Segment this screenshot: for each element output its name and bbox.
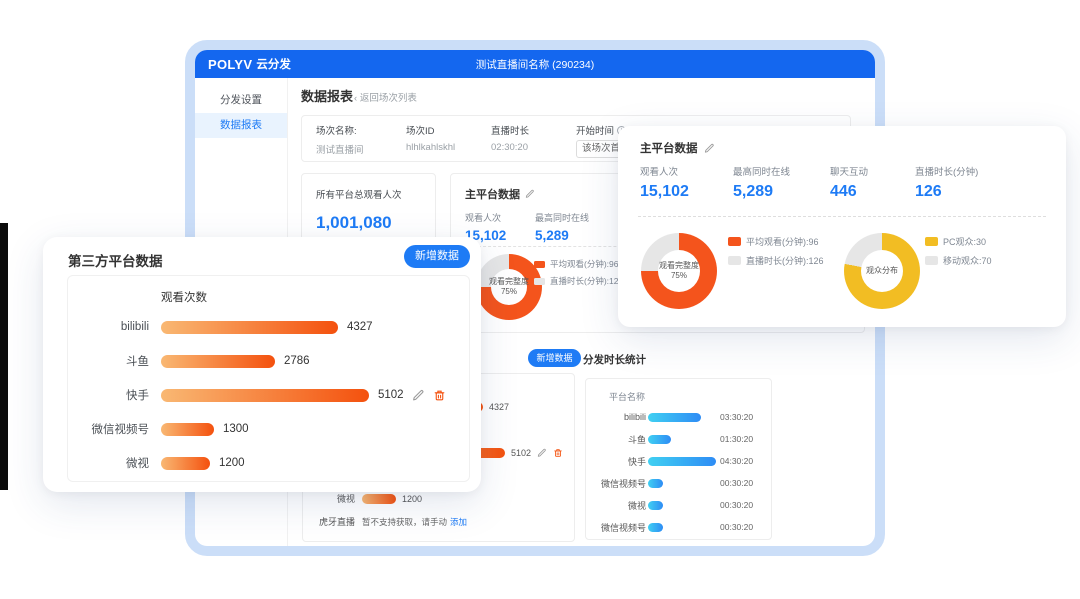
completeness-donut-chart [641, 233, 717, 309]
live-duration-field: 直播时长 02:30:20 [491, 123, 576, 161]
live-duration-value: 02:30:20 [491, 142, 528, 153]
bar [648, 456, 716, 466]
stat-peak-online: 最高同时在线 5,289 [733, 167, 791, 200]
completeness-donut-legend: 平均观看(分钟):96 直播时长(分钟):126 [534, 258, 623, 287]
left-edge-artifact [0, 223, 8, 490]
edit-icon[interactable] [412, 389, 425, 402]
bar [161, 354, 275, 368]
bar [362, 493, 396, 504]
stat-views: 观看人次 15,102 [465, 213, 507, 243]
add-data-button[interactable]: 新增数据 [528, 349, 581, 367]
main-platform-card-title: 主平台数据 [640, 143, 698, 155]
titlebar: POLYV 云分发 测试直播间名称 (290234) [195, 50, 875, 78]
edit-icon[interactable] [525, 189, 535, 199]
stat-views: 观看人次 15,102 [640, 167, 689, 200]
window-title: 测试直播间名称 (290234) [475, 58, 595, 71]
audience-distribution-donut-chart [844, 233, 920, 309]
legend-swatch [534, 260, 545, 268]
total-views-label: 所有平台总观看人次 [316, 190, 402, 201]
bar [161, 320, 338, 334]
legend-swatch [728, 237, 741, 246]
legend-item: 平均观看(分钟):96 [534, 258, 623, 270]
bar-row: 快手 5102 [68, 378, 469, 412]
edit-icon[interactable] [537, 448, 547, 458]
session-name-field: 场次名称: 测试直播间 [316, 123, 406, 161]
completeness-donut-legend: 平均观看(分钟):96 直播时长(分钟):126 [728, 235, 824, 267]
legend-swatch [534, 277, 545, 285]
delete-icon[interactable] [553, 448, 563, 458]
dashed-divider [638, 216, 1046, 217]
start-time-label: 开始时间 [576, 126, 615, 137]
duration-row: 微视 00:30:20 [627, 500, 754, 511]
legend-item: PC观众:30 [925, 235, 992, 248]
stat-peak-online: 最高同时在线 5,289 [535, 213, 590, 243]
duration-row: bilibili 03:30:20 [623, 412, 754, 422]
bar [161, 456, 210, 470]
bar [648, 522, 663, 532]
bar [161, 422, 214, 436]
views-count-header: 观看次数 [161, 292, 207, 304]
brand-name: POLYV [208, 56, 253, 72]
live-duration-label: 直播时长 [491, 126, 530, 137]
stat-live-minutes: 直播时长(分钟) 126 [915, 167, 979, 200]
bar-row: 微视 1200 [126, 456, 245, 470]
legend-item: 直播时长(分钟):126 [534, 275, 623, 287]
unsupported-row: 虎牙直播 暂不支持获取，请手动 添加 [318, 516, 468, 528]
bar [161, 388, 369, 402]
edit-icon[interactable] [704, 143, 715, 154]
bar-row: 斗鱼 2786 [126, 354, 310, 368]
page-title: 数据报表 [301, 89, 354, 104]
total-views-value: 1,001,080 [316, 213, 392, 232]
duration-stats-panel: 平台名称 bilibili 03:30:20 斗鱼 01:30:20 [585, 378, 772, 540]
session-id-value: hlhlkahlskhl [406, 142, 456, 153]
completeness-donut-center: 观看完整度 75% [489, 277, 529, 296]
back-to-session-list-link[interactable]: ‹ 返回场次列表 [354, 90, 417, 104]
legend-item: 直播时长(分钟):126 [728, 254, 824, 267]
session-name-value: 测试直播间 [316, 145, 364, 156]
stat-chat-interactions: 聊天互动 446 [830, 167, 869, 200]
bar-row: 微视 1200 [336, 493, 423, 504]
delete-icon[interactable] [433, 389, 446, 402]
duration-row: 微信视频号 00:30:20 [600, 522, 754, 533]
add-data-button[interactable]: 新增数据 [404, 245, 470, 268]
duration-stats-title: 分发时长统计 [583, 354, 646, 366]
duration-row: 微信视频号 00:30:20 [600, 478, 754, 489]
completeness-donut-chart [476, 254, 542, 320]
platform-name-header: 平台名称 [609, 392, 646, 402]
duration-row: 斗鱼 01:30:20 [627, 434, 754, 445]
legend-swatch [925, 256, 938, 265]
duration-row: 快手 04:30:20 [627, 456, 754, 467]
manual-add-link[interactable]: 添加 [450, 516, 468, 527]
bar [648, 412, 701, 422]
main-platform-data-card: 主平台数据 观看人次 15,102 最高同时在线 5,289 聊天互动 446 … [618, 126, 1066, 327]
views-bar-chart: 观看次数 bilibili 4327 斗鱼 2786 快手 5102 [67, 275, 470, 482]
bar-row: 微信视频号 1300 [91, 422, 249, 436]
audience-distribution-donut-center: 观众分布 [866, 266, 898, 275]
sidebar-item-data-report[interactable]: 数据报表 [195, 113, 287, 138]
main-platform-panel-title: 主平台数据 [465, 189, 520, 201]
legend-swatch [925, 237, 938, 246]
sidebar-item-distribution-settings[interactable]: 分发设置 [220, 94, 262, 106]
completeness-donut-center: 观看完整度 75% [659, 261, 699, 280]
brand-suffix: 云分发 [256, 59, 291, 71]
back-chevron-icon: ‹ [354, 93, 358, 104]
third-party-card-title: 第三方平台数据 [68, 254, 163, 269]
audience-distribution-donut-legend: PC观众:30 移动观众:70 [925, 235, 992, 267]
brand-logo: POLYV 云分发 [208, 50, 291, 78]
legend-item: 移动观众:70 [925, 254, 992, 267]
bar [648, 500, 663, 510]
back-link-label: 返回场次列表 [359, 93, 417, 104]
bar-row: bilibili 4327 [120, 320, 373, 334]
bar [648, 434, 671, 444]
session-id-label: 场次ID [406, 126, 435, 137]
bar [648, 478, 663, 488]
legend-swatch [728, 256, 741, 265]
third-party-data-card: 第三方平台数据 新增数据 观看次数 bilibili 4327 斗鱼 2786 … [43, 237, 481, 492]
legend-item: 平均观看(分钟):96 [728, 235, 824, 248]
session-name-label: 场次名称: [316, 126, 357, 137]
session-id-field: 场次ID hlhlkahlskhl [406, 123, 491, 161]
